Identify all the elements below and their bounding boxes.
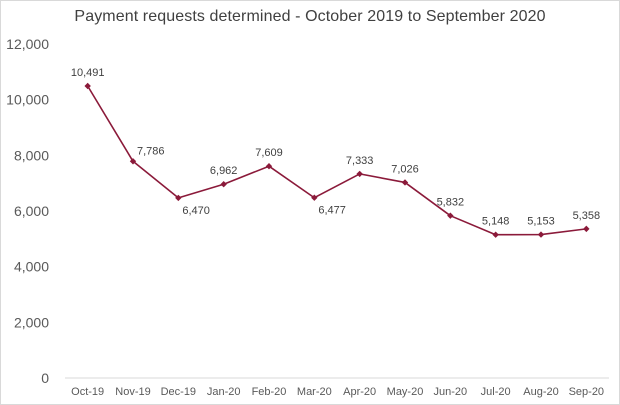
y-tick-label: 2,000	[14, 314, 49, 330]
data-point-marker	[583, 225, 590, 233]
y-tick-label: 8,000	[14, 147, 49, 163]
data-label: 10,491	[71, 67, 105, 79]
y-axis-ticks: 0 2,000 4,000 6,000 8,000 10,000 12,000	[6, 36, 49, 386]
data-label: 5,832	[437, 197, 465, 209]
x-tick-label: Oct-19	[71, 386, 104, 398]
series-lines	[86, 85, 587, 236]
data-label: 5,358	[573, 210, 601, 222]
data-point-marker	[220, 181, 227, 188]
data-markers	[84, 82, 590, 238]
x-tick-label: Jan-20	[207, 386, 241, 398]
x-tick-label: Jul-20	[481, 386, 511, 398]
data-point-marker	[401, 179, 409, 186]
data-point-marker	[84, 82, 91, 90]
y-tick-label: 12,000	[6, 36, 49, 52]
data-label: 6,470	[182, 205, 210, 217]
data-point-marker	[492, 231, 499, 238]
data-label: 7,609	[255, 147, 283, 159]
x-tick-label: Feb-20	[252, 386, 287, 398]
x-tick-label: Sep-20	[569, 386, 604, 398]
x-tick-label: Dec-19	[161, 386, 196, 398]
data-label: 5,148	[482, 216, 510, 228]
x-tick-label: Jun-20	[434, 386, 468, 398]
data-point-marker	[129, 158, 137, 165]
data-point-marker	[447, 212, 454, 219]
y-tick-label: 6,000	[14, 203, 49, 219]
data-point-marker	[265, 163, 273, 170]
x-tick-label: Apr-20	[343, 386, 376, 398]
data-label: 7,026	[391, 163, 419, 175]
x-tick-label: Aug-20	[523, 386, 558, 398]
data-label: 6,477	[318, 205, 346, 217]
y-tick-label: 4,000	[14, 259, 49, 275]
x-tick-label: Nov-19	[115, 386, 150, 398]
y-tick-label: 0	[41, 370, 49, 386]
data-point-marker	[311, 194, 318, 201]
series-line	[86, 85, 587, 236]
x-axis-ticks: Oct-19 Nov-19 Dec-19 Jan-20 Feb-20 Mar-20 Apr-…	[71, 386, 604, 398]
data-label: 6,962	[210, 165, 238, 177]
x-tick-label: Mar-20	[297, 386, 332, 398]
data-label: 7,333	[346, 155, 374, 167]
data-point-marker	[537, 231, 545, 238]
y-tick-label: 10,000	[6, 92, 49, 108]
data-point-marker	[356, 170, 363, 178]
chart-title: Payment requests determined - October 20…	[74, 8, 546, 25]
data-label: 5,153	[527, 216, 555, 228]
x-tick-label: May-20	[387, 386, 424, 398]
data-point-marker	[175, 194, 182, 202]
data-labels: 10,491 7,786 6,470 6,962 7,609 6,477 7,333 7,02…	[71, 67, 600, 228]
data-label: 7,786	[137, 145, 165, 157]
